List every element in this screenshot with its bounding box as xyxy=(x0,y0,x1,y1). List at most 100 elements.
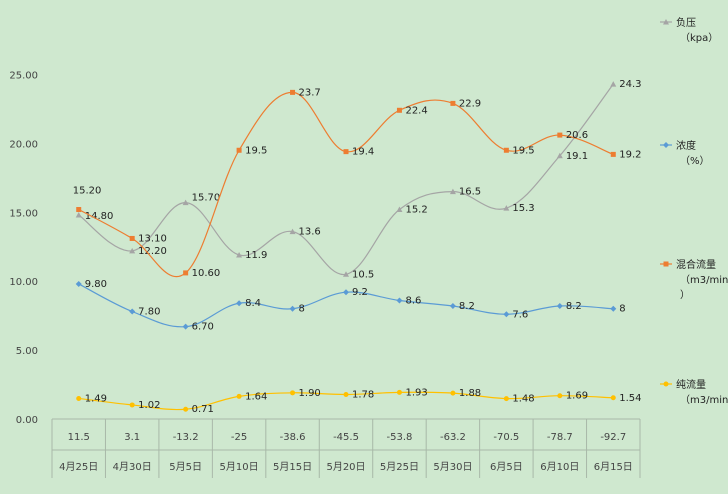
x-tick-label-bottom: 5月30日 xyxy=(433,461,472,473)
legend-label-pressure: （kpa） xyxy=(680,32,718,44)
point-mixed-flow xyxy=(236,147,242,153)
data-label-mixed-flow: 20.6 xyxy=(566,130,588,141)
data-label-mixed-flow: 23.7 xyxy=(299,87,321,98)
point-pressure xyxy=(449,188,456,195)
legend-label-pressure: 负压 xyxy=(676,16,696,29)
data-label-pure-flow: 1.88 xyxy=(459,388,481,399)
data-label-mixed-flow: 10.60 xyxy=(192,268,221,279)
data-label-pure-flow: 1.02 xyxy=(138,400,160,411)
point-mixed-flow xyxy=(557,132,563,138)
data-label-mixed-flow: 13.10 xyxy=(138,233,167,244)
data-label-pressure: 16.5 xyxy=(459,187,481,198)
data-label-concentration: 8.6 xyxy=(405,295,421,306)
data-label-pure-flow: 1.90 xyxy=(299,388,321,399)
y-tick-label: 25.00 xyxy=(9,70,38,81)
point-concentration xyxy=(396,297,403,304)
y-tick-label: 5.00 xyxy=(16,346,38,357)
legend-label-concentration: 浓度 xyxy=(676,139,696,152)
point-pure-flow xyxy=(76,395,82,401)
data-label-mixed-flow: 19.4 xyxy=(352,147,374,158)
data-label-pressure: 15.3 xyxy=(512,203,534,214)
x-tick-label-bottom: 5月25日 xyxy=(380,461,419,473)
data-label-concentration: 8 xyxy=(619,304,625,315)
data-label-pure-flow: 0.71 xyxy=(192,404,214,415)
x-tick-label-top: -78.7 xyxy=(547,432,573,443)
data-label-mixed-flow: 19.5 xyxy=(512,145,534,156)
data-label-pressure: 14.80 xyxy=(85,211,114,222)
x-tick-label-bottom: 4月30日 xyxy=(113,461,152,473)
y-tick-label: 10.00 xyxy=(9,277,38,288)
point-concentration xyxy=(75,280,82,287)
point-pure-flow xyxy=(236,393,242,399)
x-tick-label-bottom: 5月5日 xyxy=(169,461,202,473)
legend-label-mixed-flow: 混合流量 xyxy=(676,258,716,271)
point-pressure xyxy=(182,199,189,206)
x-tick-label-bottom: 5月10日 xyxy=(220,461,259,473)
point-pure-flow xyxy=(183,406,189,412)
legend-marker-pure-flow xyxy=(663,381,669,387)
point-pure-flow xyxy=(450,390,456,396)
data-label-pressure: 11.9 xyxy=(245,250,267,261)
point-concentration xyxy=(289,305,296,312)
legend-marker-pressure xyxy=(663,19,669,25)
point-pure-flow xyxy=(343,391,349,397)
data-label-pressure: 15.2 xyxy=(405,205,427,216)
point-concentration xyxy=(556,302,563,309)
x-tick-label-top: -13.2 xyxy=(173,432,199,443)
legend-label-mixed-flow: ） xyxy=(680,289,690,301)
x-tick-label-top: -70.5 xyxy=(493,432,519,443)
point-mixed-flow xyxy=(503,147,509,153)
point-pure-flow xyxy=(396,389,402,395)
point-concentration xyxy=(182,323,189,330)
data-label-pressure: 13.6 xyxy=(299,227,321,238)
data-label-pure-flow: 1.69 xyxy=(566,391,588,402)
y-tick-label: 0.00 xyxy=(16,415,38,426)
data-label-pure-flow: 1.93 xyxy=(405,387,427,398)
data-label-pure-flow: 1.64 xyxy=(245,391,267,402)
data-label-pressure: 10.5 xyxy=(352,269,374,280)
data-label-mixed-flow: 15.20 xyxy=(73,186,102,197)
x-tick-label-bottom: 6月15日 xyxy=(594,461,633,473)
data-label-concentration: 7.6 xyxy=(512,309,528,320)
data-label-pure-flow: 1.49 xyxy=(85,393,107,404)
y-tick-label: 20.00 xyxy=(9,139,38,150)
point-concentration xyxy=(610,305,617,312)
x-tick-label-bottom: 6月10日 xyxy=(540,461,579,473)
legend-marker-concentration xyxy=(663,142,669,148)
point-concentration xyxy=(236,300,243,307)
x-tick-label-top: -63.2 xyxy=(440,432,466,443)
point-pure-flow xyxy=(557,393,563,399)
data-label-concentration: 8.2 xyxy=(459,301,475,312)
x-tick-label-bottom: 6月5日 xyxy=(490,461,523,473)
legend-label-mixed-flow: （m3/min xyxy=(680,274,728,286)
point-mixed-flow xyxy=(183,270,189,276)
data-label-mixed-flow: 22.4 xyxy=(405,105,427,116)
x-tick-label-top: -25 xyxy=(231,432,247,443)
data-label-mixed-flow: 22.9 xyxy=(459,98,481,109)
x-tick-label-bottom: 5月15日 xyxy=(273,461,312,473)
point-mixed-flow xyxy=(450,100,456,106)
data-label-pressure: 15.70 xyxy=(192,193,221,204)
legend-label-concentration: （%） xyxy=(680,155,710,167)
x-tick-label-top: 11.5 xyxy=(68,432,90,443)
point-pure-flow xyxy=(129,402,135,408)
point-concentration xyxy=(343,289,349,296)
x-tick-label-top: -45.5 xyxy=(333,432,359,443)
point-pressure xyxy=(610,81,617,87)
point-mixed-flow xyxy=(129,235,135,241)
point-mixed-flow xyxy=(396,107,402,113)
series-line-mixed-flow xyxy=(78,91,614,278)
point-concentration xyxy=(503,311,510,318)
data-label-pressure: 24.3 xyxy=(619,79,641,90)
point-pressure xyxy=(503,205,510,211)
point-pure-flow xyxy=(290,390,296,396)
point-concentration xyxy=(129,308,136,315)
data-label-concentration: 7.80 xyxy=(138,307,160,318)
x-tick-label-bottom: 5月20日 xyxy=(326,461,365,473)
point-pure-flow xyxy=(610,395,616,401)
point-mixed-flow xyxy=(76,207,82,213)
point-mixed-flow xyxy=(610,151,616,157)
point-pressure xyxy=(343,271,349,277)
